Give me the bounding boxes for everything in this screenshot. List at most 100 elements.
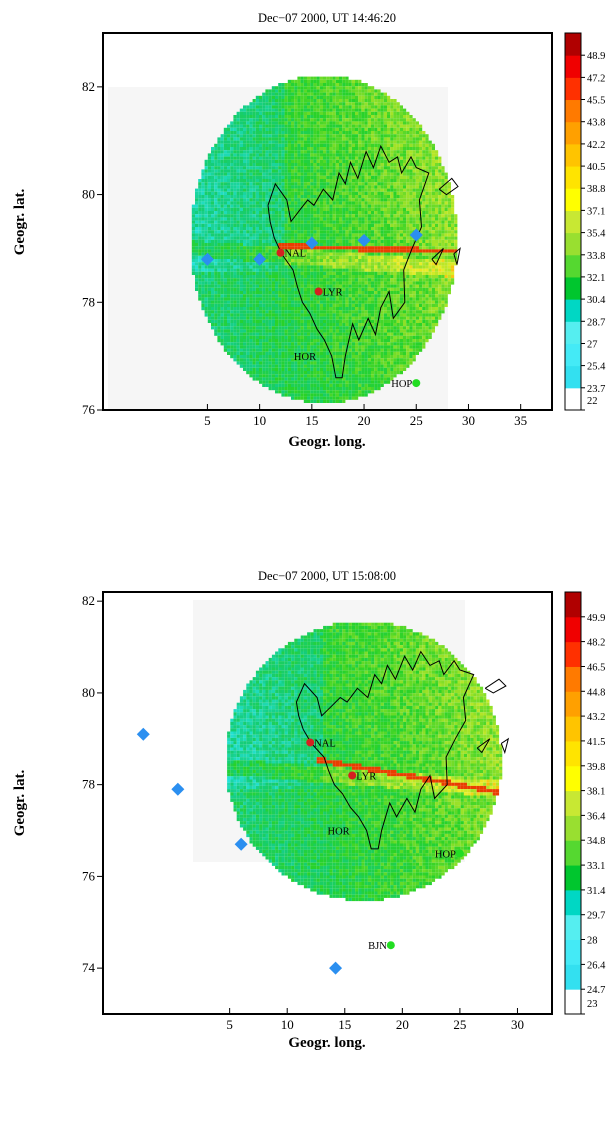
heatmap-cell — [255, 211, 259, 215]
heatmap-cell — [297, 182, 301, 186]
heatmap-cell — [307, 102, 311, 106]
heatmap-cell — [227, 137, 231, 141]
heatmap-cell — [249, 198, 253, 202]
heatmap-cell — [268, 108, 272, 112]
heatmap-cell — [447, 246, 451, 250]
heatmap-cell — [326, 95, 330, 99]
heatmap-cell — [265, 281, 269, 285]
heatmap-cell — [220, 188, 224, 192]
heatmap-cell — [287, 294, 291, 298]
heatmap-cell — [339, 191, 343, 195]
heatmap-cell — [409, 252, 413, 256]
heatmap-cell — [227, 255, 231, 259]
heatmap-cell — [297, 191, 301, 195]
heatmap-cell — [342, 236, 346, 240]
heatmap-cell — [291, 265, 295, 269]
heatmap-cell — [348, 223, 352, 227]
heatmap-cell — [265, 198, 269, 202]
heatmap-cell — [358, 271, 362, 275]
heatmap-cell — [422, 230, 426, 234]
heatmap-cell — [239, 275, 243, 279]
heatmap-cell — [252, 214, 256, 218]
heatmap-cell — [348, 137, 352, 141]
heatmap-cell — [428, 179, 432, 183]
heatmap-cell — [367, 159, 371, 163]
heatmap-cell — [291, 278, 295, 282]
heatmap-cell — [246, 204, 250, 208]
heatmap-cell — [230, 179, 234, 183]
heatmap-cell — [291, 99, 295, 103]
heatmap-cell — [364, 265, 368, 269]
heatmap-cell — [239, 147, 243, 151]
heatmap-cell — [252, 99, 256, 103]
heatmap-cell — [335, 287, 339, 291]
heatmap-cell — [383, 271, 387, 275]
heatmap-cell — [419, 259, 423, 263]
heatmap-cell — [300, 86, 304, 90]
heatmap-cell — [339, 207, 343, 211]
heatmap-cell — [374, 137, 378, 141]
heatmap-cell — [319, 268, 323, 272]
heatmap-cell — [383, 191, 387, 195]
heatmap-cell — [371, 169, 375, 173]
heatmap-cell — [393, 284, 397, 288]
heatmap-cell — [329, 118, 333, 122]
heatmap-cell — [255, 278, 259, 282]
heatmap-cell — [361, 191, 365, 195]
heatmap-cell — [435, 172, 439, 176]
heatmap-cell — [223, 156, 227, 160]
heatmap-cell — [371, 121, 375, 125]
heatmap-cell — [287, 204, 291, 208]
heatmap-cell — [339, 172, 343, 176]
heatmap-cell — [223, 262, 227, 266]
heatmap-cell — [287, 163, 291, 167]
heatmap-cell — [310, 95, 314, 99]
heatmap-cell — [316, 153, 320, 157]
heatmap-cell — [262, 236, 266, 240]
heatmap-cell — [297, 198, 301, 202]
heatmap-cell — [262, 150, 266, 154]
heatmap-cell — [294, 207, 298, 211]
heatmap-cell — [211, 191, 215, 195]
heatmap-cell — [383, 236, 387, 240]
heatmap-cell — [345, 153, 349, 157]
heatmap-cell — [393, 300, 397, 304]
heatmap-cell — [265, 95, 269, 99]
heatmap-cell — [223, 255, 227, 259]
heatmap-cell — [319, 156, 323, 160]
heatmap-cell — [428, 268, 432, 272]
heatmap-cell — [419, 271, 423, 275]
heatmap-cell — [223, 175, 227, 179]
heatmap-cell — [396, 111, 400, 115]
heatmap-cell — [198, 275, 202, 279]
heatmap-cell — [383, 111, 387, 115]
heatmap-cell — [335, 255, 339, 259]
heatmap-cell — [425, 211, 429, 215]
heatmap-cell — [390, 223, 394, 227]
heatmap-cell — [246, 281, 250, 285]
heatmap-cell — [342, 300, 346, 304]
heatmap-cell — [227, 163, 231, 167]
heatmap-cell — [303, 105, 307, 109]
heatmap-cell — [195, 214, 199, 218]
heatmap-cell — [294, 102, 298, 106]
heatmap-cell — [367, 278, 371, 282]
heatmap-cell — [316, 204, 320, 208]
heatmap-cell — [204, 163, 208, 167]
heatmap-cell — [291, 92, 295, 96]
heatmap-cell — [287, 105, 291, 109]
heatmap-cell — [211, 227, 215, 231]
heatmap-cell — [233, 249, 237, 253]
heatmap-cell — [364, 92, 368, 96]
heatmap-cell — [374, 169, 378, 173]
heatmap-cell — [364, 284, 368, 288]
heatmap-cell — [262, 223, 266, 227]
heatmap-cell — [355, 223, 359, 227]
heatmap-cell — [444, 191, 448, 195]
heatmap-cell — [332, 147, 336, 151]
heatmap-cell — [297, 118, 301, 122]
heatmap-cell — [195, 265, 199, 269]
heatmap-cell — [383, 281, 387, 285]
heatmap-cell — [259, 271, 263, 275]
heatmap-cell — [291, 163, 295, 167]
